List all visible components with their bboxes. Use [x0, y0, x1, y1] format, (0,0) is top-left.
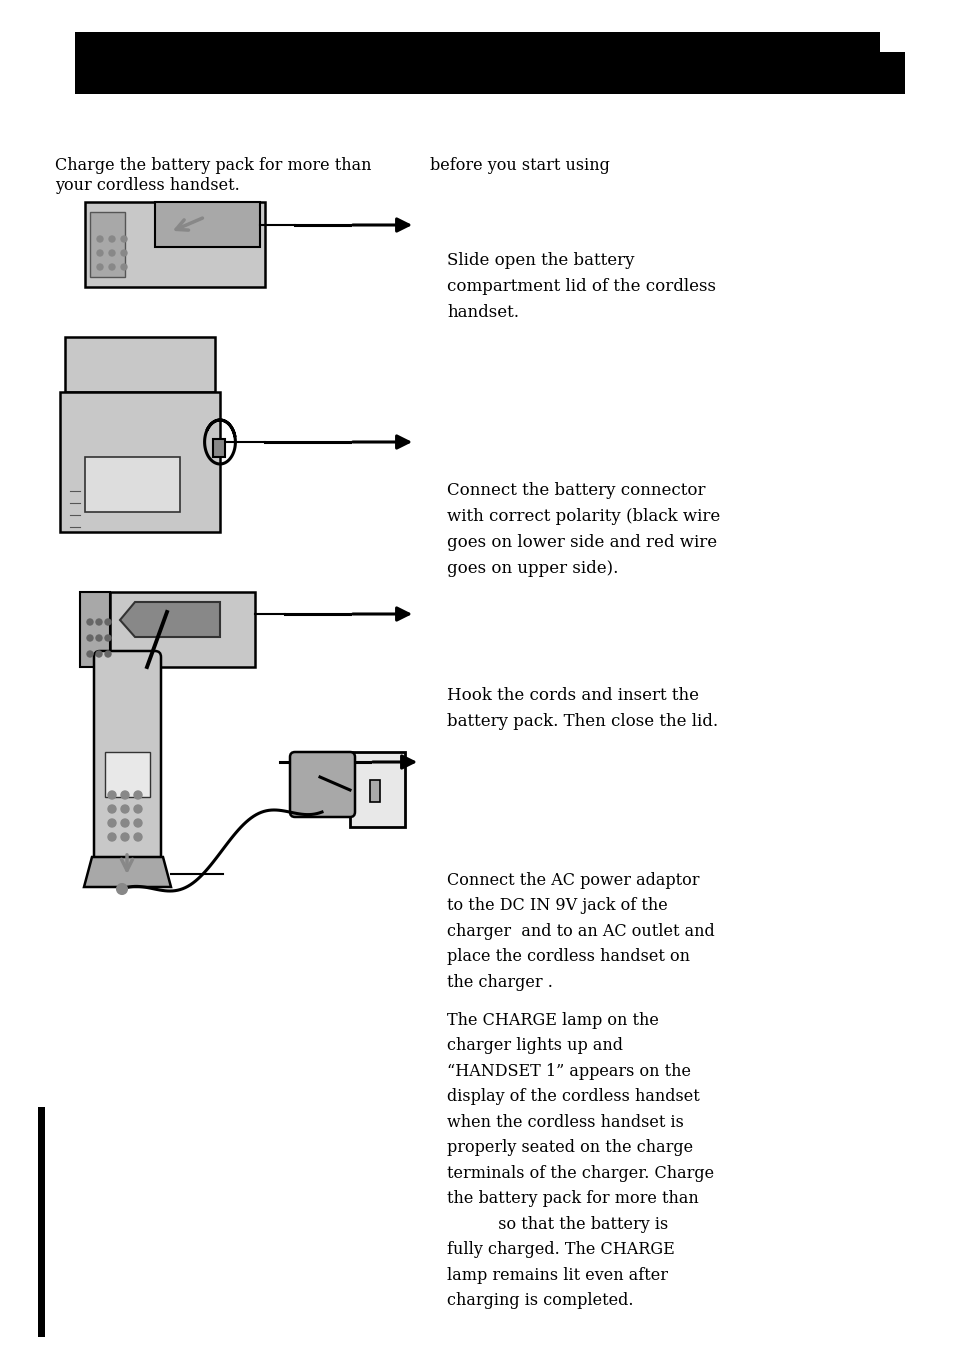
Circle shape [87, 619, 92, 625]
Circle shape [97, 264, 103, 270]
Circle shape [121, 833, 129, 841]
Polygon shape [120, 602, 220, 637]
FancyBboxPatch shape [290, 752, 355, 817]
Circle shape [97, 237, 103, 242]
Circle shape [109, 250, 115, 256]
Text: Connect the AC power adaptor
to the DC IN 9V jack of the
charger  and to an AC o: Connect the AC power adaptor to the DC I… [447, 872, 714, 991]
Circle shape [105, 619, 111, 625]
Text: Charge the battery pack for more than: Charge the battery pack for more than [55, 157, 371, 174]
Polygon shape [65, 337, 214, 392]
Circle shape [96, 652, 102, 657]
Polygon shape [60, 392, 220, 531]
Circle shape [121, 237, 127, 242]
Circle shape [87, 635, 92, 641]
Bar [879, 32, 904, 51]
Polygon shape [154, 201, 260, 247]
Circle shape [109, 264, 115, 270]
Circle shape [133, 791, 142, 799]
Circle shape [87, 652, 92, 657]
Circle shape [121, 804, 129, 813]
Circle shape [96, 635, 102, 641]
Circle shape [133, 804, 142, 813]
Polygon shape [85, 201, 265, 287]
Polygon shape [84, 857, 171, 887]
Bar [350, 752, 405, 827]
Circle shape [121, 250, 127, 256]
Circle shape [105, 652, 111, 657]
Bar [105, 752, 150, 796]
Circle shape [109, 237, 115, 242]
Text: your cordless handset.: your cordless handset. [55, 177, 239, 193]
Circle shape [117, 884, 127, 894]
Bar [110, 592, 254, 667]
Bar [75, 32, 904, 95]
Bar [213, 439, 225, 457]
Circle shape [105, 635, 111, 641]
Circle shape [108, 819, 116, 827]
Bar [85, 457, 180, 512]
Text: Slide open the battery
compartment lid of the cordless
handset.: Slide open the battery compartment lid o… [447, 251, 716, 322]
Bar [80, 592, 110, 667]
Text: before you start using: before you start using [430, 157, 609, 174]
Text: Hook the cords and insert the
battery pack. Then close the lid.: Hook the cords and insert the battery pa… [447, 687, 718, 730]
Bar [370, 780, 379, 802]
Circle shape [108, 833, 116, 841]
Circle shape [121, 791, 129, 799]
Circle shape [96, 619, 102, 625]
Circle shape [108, 804, 116, 813]
Circle shape [121, 264, 127, 270]
Text: Connect the battery connector
with correct polarity (black wire
goes on lower si: Connect the battery connector with corre… [447, 483, 720, 577]
Circle shape [133, 833, 142, 841]
Circle shape [121, 819, 129, 827]
Text: The CHARGE lamp on the
charger lights up and
“HANDSET 1” appears on the
display : The CHARGE lamp on the charger lights up… [447, 1013, 714, 1309]
Bar [90, 212, 125, 277]
Circle shape [133, 819, 142, 827]
Bar [38, 1107, 45, 1337]
Circle shape [108, 791, 116, 799]
FancyBboxPatch shape [94, 652, 161, 863]
Circle shape [97, 250, 103, 256]
